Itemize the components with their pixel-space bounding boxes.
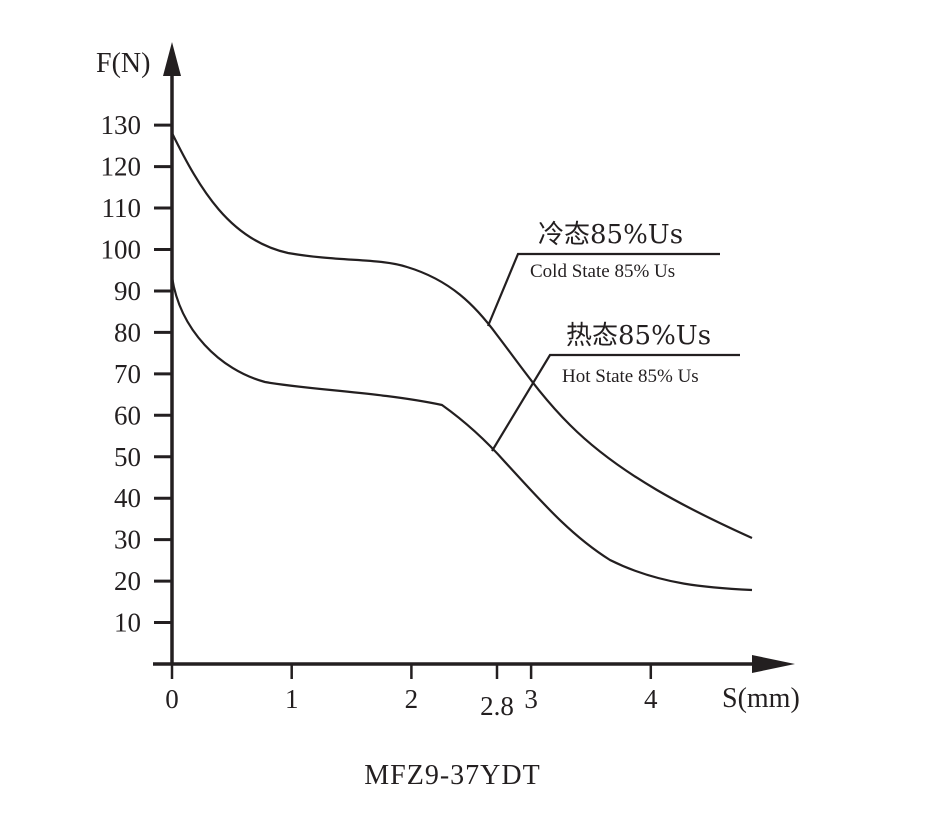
hot-state-label-en: Hot State 85% Us (562, 366, 699, 387)
y-tick-label: 10 (114, 608, 141, 638)
x-tick-label: 3 (524, 684, 538, 714)
model-caption: MFZ9-37YDT (364, 760, 541, 791)
y-axis-title: F(N) (96, 48, 150, 79)
y-tick-label: 100 (101, 235, 142, 265)
y-axis-arrow-icon (163, 42, 181, 76)
x-tick-label: 2.8 (480, 691, 514, 721)
hot-state-callout (491, 353, 740, 452)
x-axis-arrow-icon (752, 655, 795, 673)
x-axis: 0 1 2 2.8 3 4 (153, 655, 795, 721)
cold-state-label-en: Cold State 85% Us (530, 261, 675, 282)
x-tick-label: 2 (405, 684, 419, 714)
y-tick-label: 110 (102, 193, 142, 223)
y-tick-label: 40 (114, 483, 141, 513)
cold-state-label-cn: 冷态85%Us (538, 220, 683, 250)
y-tick-label: 70 (114, 359, 141, 389)
hot-state-curve (170, 276, 753, 592)
x-tick-label: 4 (644, 684, 658, 714)
y-tick-label: 80 (114, 317, 141, 347)
x-tick-label: 1 (285, 684, 299, 714)
y-tick-label: 90 (114, 276, 141, 306)
x-axis-title: S(mm) (722, 683, 800, 714)
cold-state-curve (171, 132, 753, 540)
cold-state-callout (486, 252, 720, 327)
y-tick-label: 50 (114, 442, 141, 472)
y-tick-label: 20 (114, 566, 141, 596)
y-axis: 10 20 30 40 50 60 70 80 90 100 110 120 130 (101, 42, 181, 665)
y-tick-label: 120 (101, 152, 142, 182)
y-tick-label: 60 (114, 400, 141, 430)
x-tick-label: 0 (165, 684, 179, 714)
y-tick-label: 130 (101, 110, 142, 140)
hot-state-label-cn: 热态85%Us (566, 321, 711, 351)
y-tick-label: 30 (114, 525, 141, 555)
